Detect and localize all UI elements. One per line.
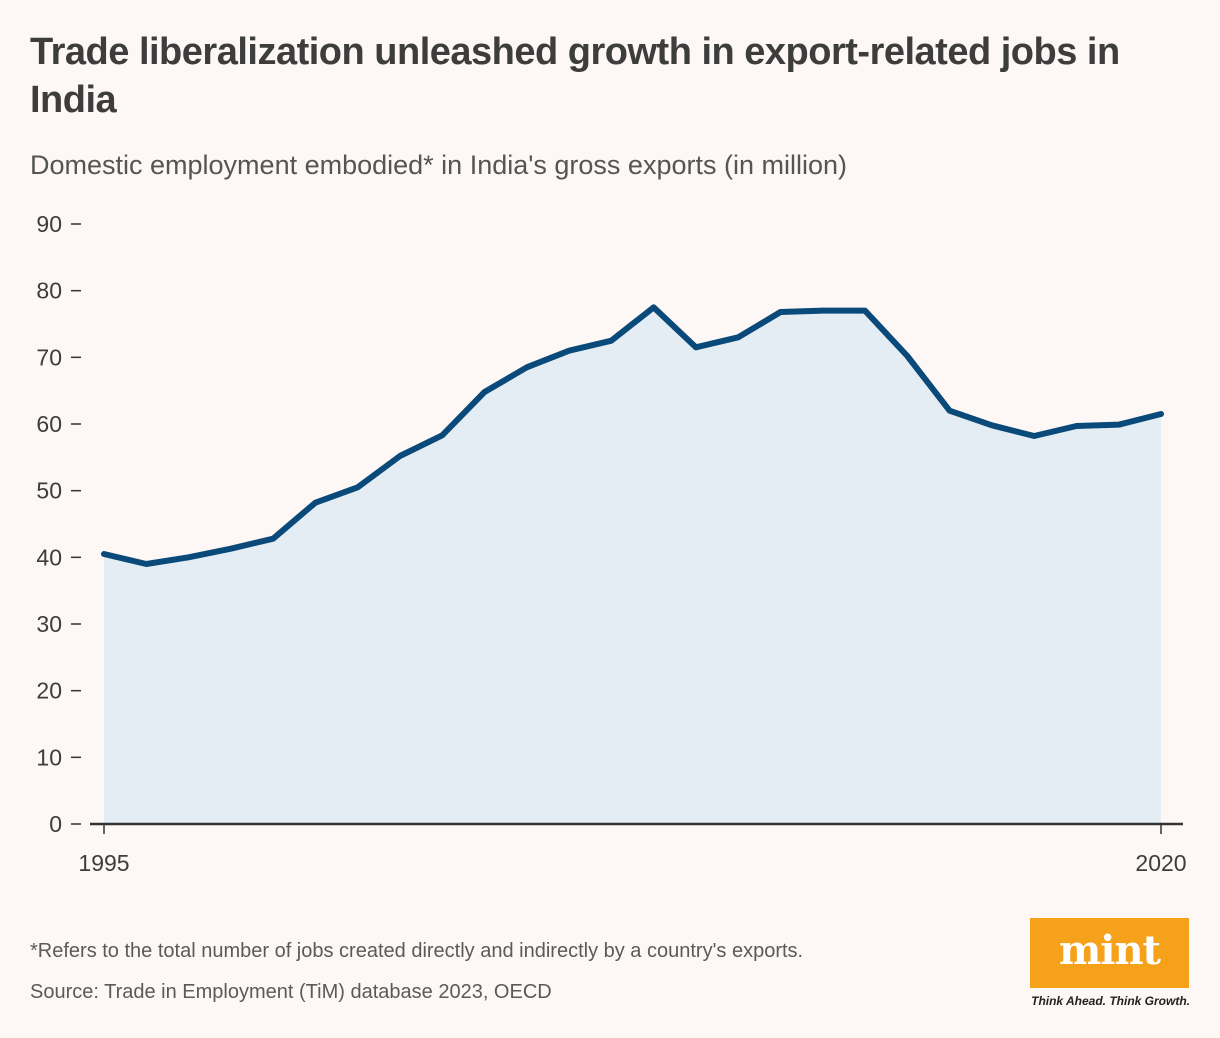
chart-title: Trade liberalization unleashed growth in… — [30, 31, 1120, 121]
y-tick-label: 50 — [36, 478, 62, 504]
series-line — [101, 304, 1164, 567]
y-tick-label: 20 — [36, 678, 62, 704]
series-area — [104, 307, 1161, 824]
y-tick-label: 10 — [36, 744, 62, 770]
y-tick-label: 0 — [49, 811, 62, 837]
y-tick-label: 70 — [36, 344, 62, 370]
y-tick-label: 60 — [36, 411, 62, 437]
logo-tagline: Think Ahead. Think Growth. — [1031, 994, 1190, 1008]
x-tick-label: 1995 — [78, 850, 129, 876]
x-tick-label: 2020 — [1135, 850, 1186, 876]
footnote: *Refers to the total number of jobs crea… — [30, 940, 804, 962]
mint-logo: mint — [1030, 918, 1189, 988]
y-tick-label: 80 — [36, 278, 62, 304]
y-tick-label: 40 — [36, 544, 62, 570]
line-chart: 0 10 20 30 40 50 60 70 80 90 1995 2020 — [36, 211, 1186, 876]
source-note: Source: Trade in Employment (TiM) databa… — [30, 981, 552, 1003]
y-tick-label: 90 — [36, 211, 62, 237]
chart-subtitle: Domestic employment embodied* in India's… — [30, 150, 847, 180]
y-tick-label: 30 — [36, 611, 62, 637]
